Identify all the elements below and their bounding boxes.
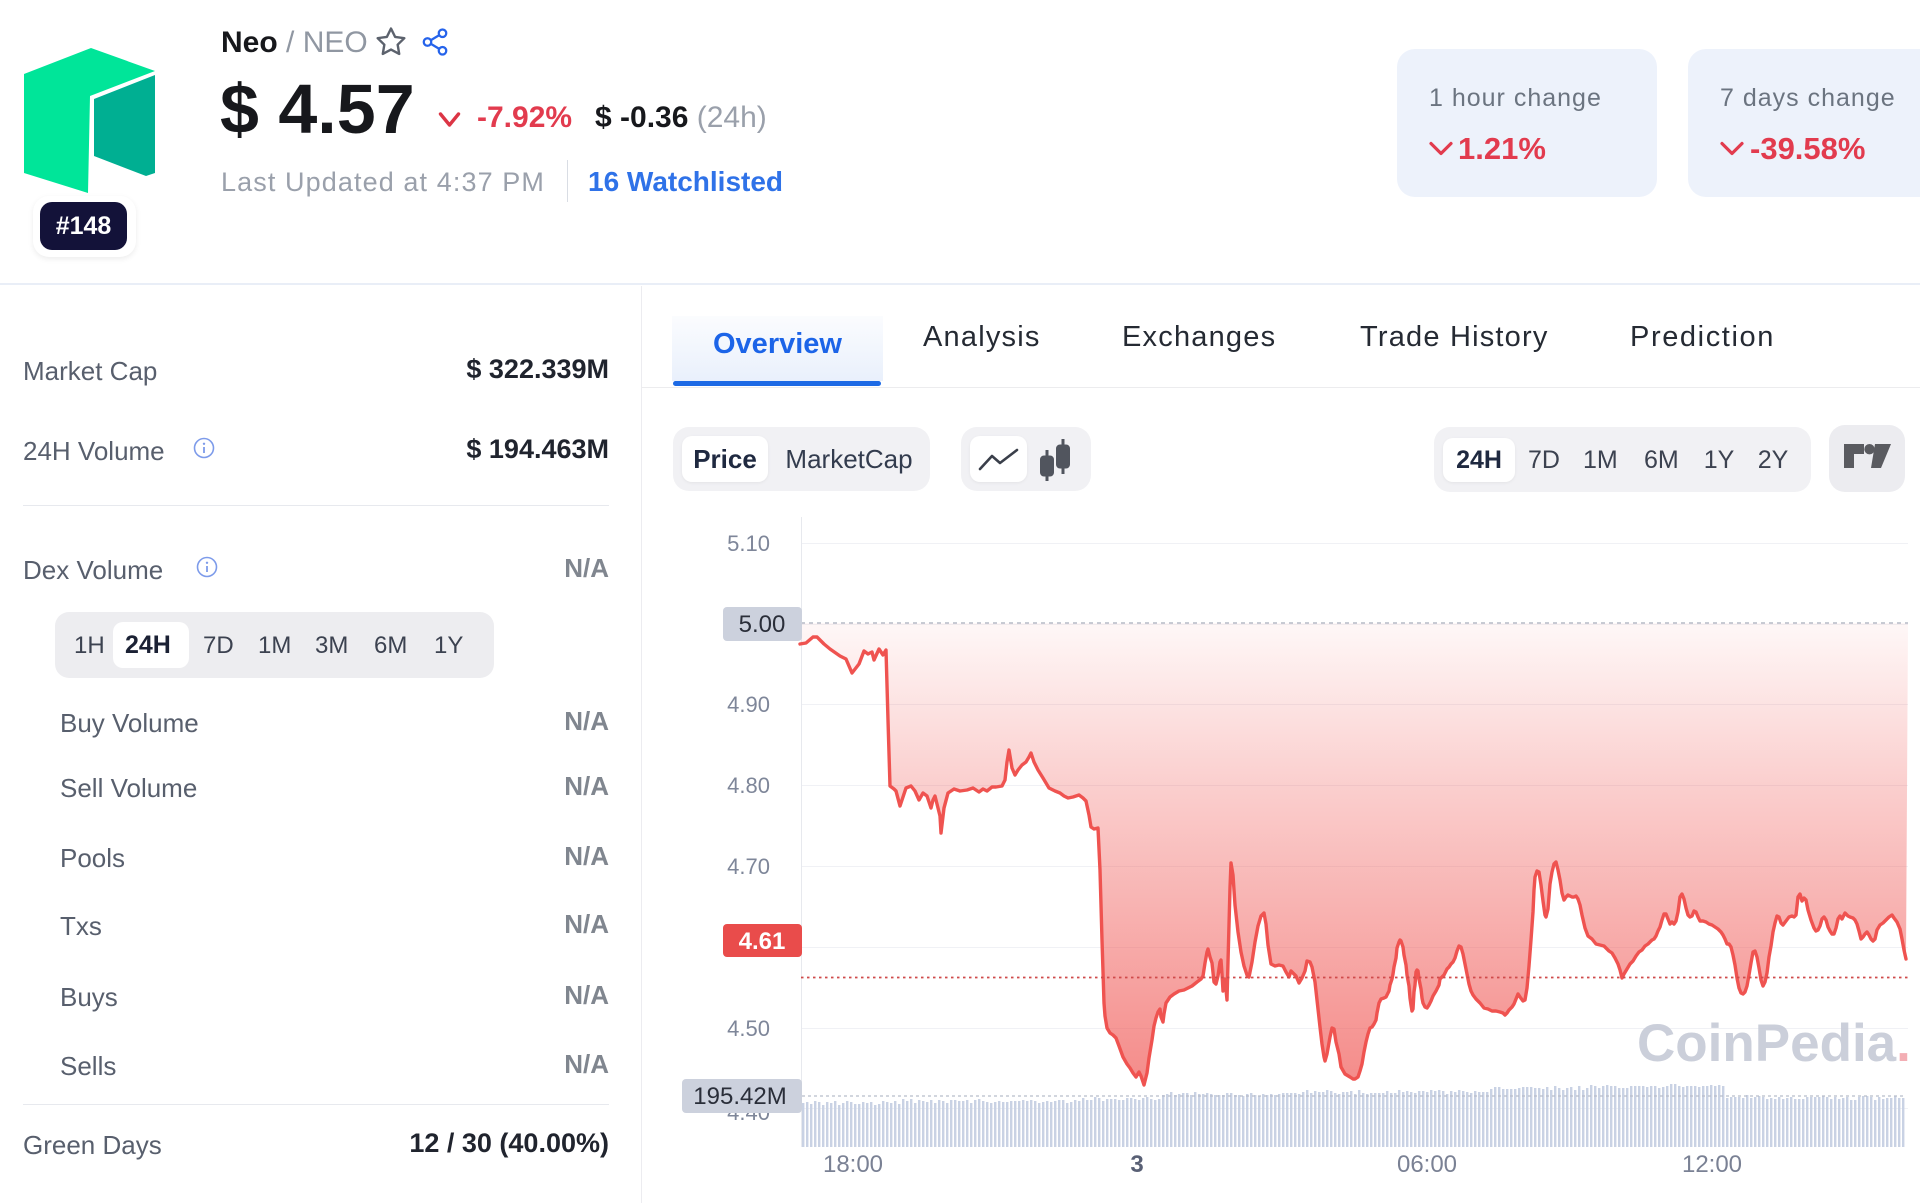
svg-text:3: 3: [1130, 1151, 1143, 1178]
svg-text:06:00: 06:00: [1397, 1151, 1457, 1178]
svg-text:12:00: 12:00: [1682, 1151, 1742, 1178]
svg-text:4.90: 4.90: [727, 692, 770, 717]
svg-text:5.10: 5.10: [727, 531, 770, 556]
svg-text:4.50: 4.50: [727, 1016, 770, 1041]
svg-text:4.80: 4.80: [727, 773, 770, 798]
svg-text:195.42M: 195.42M: [693, 1083, 786, 1110]
svg-text:5.00: 5.00: [739, 611, 786, 638]
svg-text:4.61: 4.61: [739, 928, 786, 955]
svg-text:4.70: 4.70: [727, 854, 770, 879]
svg-text:18:00: 18:00: [823, 1151, 883, 1178]
svg-text:CoinPedia.: CoinPedia.: [1637, 1014, 1911, 1073]
